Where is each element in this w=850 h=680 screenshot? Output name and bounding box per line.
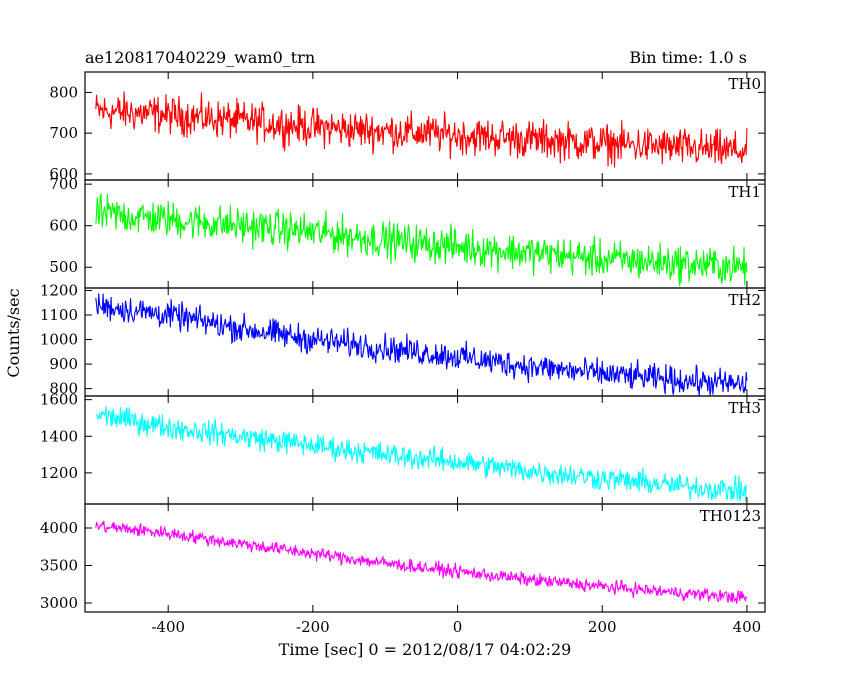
y-tick-label: 1100 (40, 306, 78, 324)
x-tick-label: 0 (453, 618, 463, 636)
y-tick-label: 800 (49, 380, 78, 398)
panel-label: TH2 (728, 291, 761, 309)
panel-th0123: 3000 3500 4000 TH0123 (40, 503, 766, 613)
series-th3-line (95, 406, 747, 502)
bin-time-label: Bin time: 1.0 s (629, 48, 747, 67)
y-tick-label: 800 (49, 83, 78, 101)
series-th0-line (95, 91, 748, 168)
y-axis-title: Counts/sec (4, 288, 23, 377)
panel-label: TH1 (728, 183, 761, 201)
x-tick-label: 400 (733, 618, 762, 636)
series-th1-line (95, 192, 748, 287)
y-tick-label: 3000 (40, 594, 78, 612)
panel-frame (84, 395, 766, 505)
y-tick-label: 1600 (40, 391, 78, 409)
panel-label: TH0 (728, 75, 761, 93)
panel-th1: 500 600 700 TH1 (49, 175, 766, 289)
y-tick-label: 1200 (40, 281, 78, 299)
panel-th0: 600 700 800 TH0 (49, 71, 766, 183)
panel-frame (84, 179, 766, 289)
x-tick-label: -200 (296, 618, 330, 636)
y-tick-label: 700 (49, 124, 78, 142)
panel-label: TH3 (728, 399, 761, 417)
y-tick-label: 1000 (40, 331, 78, 349)
y-tick-label: 1400 (40, 427, 78, 445)
panel-label: TH0123 (700, 507, 761, 525)
panel-frame (84, 503, 766, 613)
y-tick-label: 900 (49, 355, 78, 373)
y-tick-label: 500 (49, 258, 78, 276)
series-th2-line (95, 293, 748, 396)
x-axis-title: Time [sec] 0 = 2012/08/17 04:02:29 (279, 640, 572, 659)
y-tick-label: 600 (49, 165, 78, 183)
series-th0123-line (95, 520, 748, 604)
y-tick-label: 700 (49, 175, 78, 193)
x-tick-label: 200 (588, 618, 617, 636)
panel-th3: 1200 1400 1600 TH3 (40, 391, 766, 505)
chart-title: ae120817040229_wam0_trn (85, 48, 315, 67)
panel-th2: 800 900 1000 1100 1200 TH2 (40, 281, 766, 398)
y-tick-label: 4000 (40, 519, 78, 537)
x-axis-ticks: -400 -200 0 200 400 (151, 618, 761, 636)
y-tick-label: 3500 (40, 557, 78, 575)
y-tick-label: 1200 (40, 464, 78, 482)
x-tick-label: -400 (151, 618, 185, 636)
y-tick-label: 600 (49, 217, 78, 235)
